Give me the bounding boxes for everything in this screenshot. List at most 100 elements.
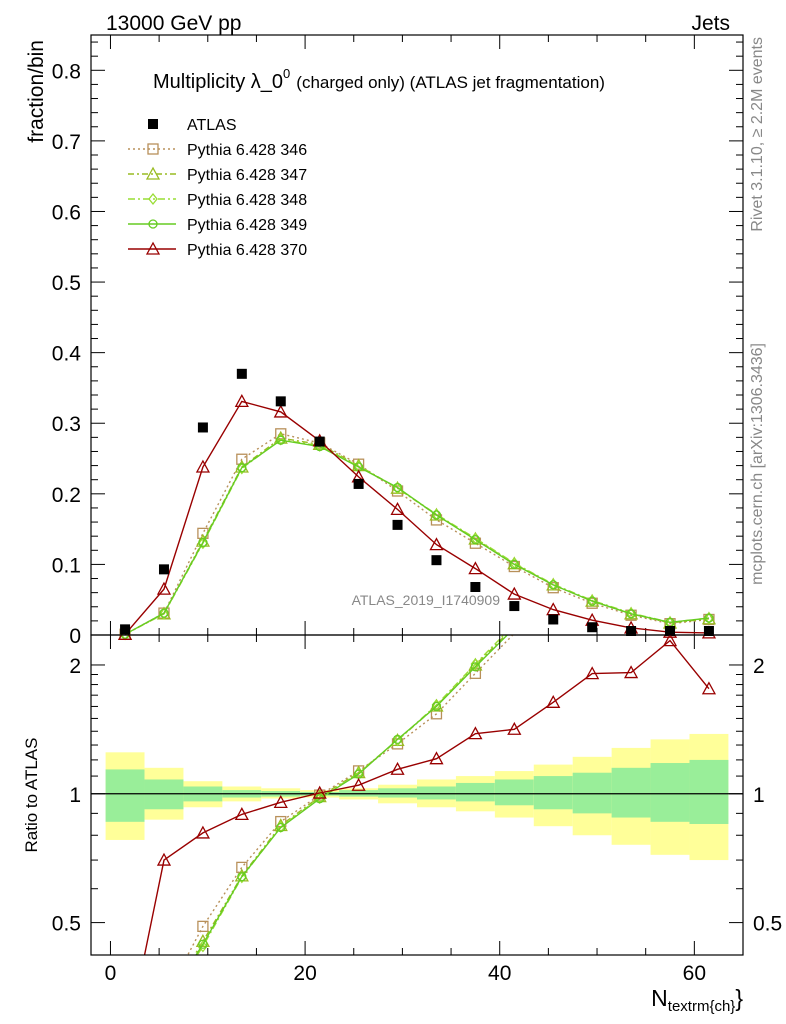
- series-point-4: [392, 482, 403, 493]
- data-point: [275, 396, 286, 407]
- ratio-band-inner: [455, 782, 495, 802]
- y-tick-label: 0.7: [52, 131, 81, 154]
- series-point-5: [390, 501, 405, 516]
- ratio-line-3: [196, 635, 505, 955]
- legend-label-4: Pythia 6.428 349: [187, 217, 307, 234]
- ratio-band-inner: [494, 779, 534, 806]
- y-tick-label: 0.8: [52, 60, 81, 83]
- data-point: [197, 422, 208, 433]
- ratio-point-5: [623, 665, 639, 679]
- data-point: [626, 626, 637, 636]
- series-point-4: [626, 609, 636, 619]
- series-point-4: [237, 463, 247, 473]
- ratio-point-5: [429, 751, 444, 765]
- data-point: [158, 564, 169, 575]
- ratio-point-4: [431, 701, 442, 712]
- series-point-5: [468, 561, 483, 575]
- y-tick-label: 0.5: [52, 272, 81, 295]
- y-tick-label: 0.4: [52, 343, 82, 366]
- ratio-point-5: [273, 794, 288, 808]
- legend-marker-2: [145, 166, 161, 180]
- ratio-panel-frame: [90, 634, 744, 956]
- y-tick-label: 0.6: [52, 201, 81, 224]
- main-axis-ticks: 0 0.1 0.2 0.3 0.4 0.5 0.6 0.7 0.8: [52, 35, 743, 648]
- legend-marker-5: [145, 241, 161, 255]
- data-point: [470, 582, 481, 592]
- legend-label-5: Pythia 6.428 370: [187, 242, 307, 259]
- y-tick-label: 0.2: [52, 484, 81, 507]
- series-point-4: [548, 580, 558, 590]
- x-axis-label-main: N: [651, 985, 668, 1011]
- legend-marker-data: [148, 119, 158, 129]
- series-line-1: [124, 433, 709, 635]
- data-point: [665, 626, 676, 636]
- series-point-4: [704, 613, 714, 623]
- ratio-point-5: [156, 852, 172, 866]
- ratio-point-4: [392, 734, 403, 745]
- ratio-band-inner: [689, 759, 729, 824]
- data-point: [509, 601, 520, 612]
- ratio-point-5: [546, 694, 561, 708]
- ratio-tick-label-right: 1: [753, 784, 765, 807]
- ratio-point-5: [234, 807, 249, 821]
- ratio-axis-ticks: 0.5 0.51 12 20 20 40 60: [52, 635, 782, 985]
- main-series-layer: [117, 368, 717, 641]
- data-point: [120, 624, 131, 635]
- legend-label-2: Pythia 6.428 347: [187, 167, 307, 184]
- legend-marker-1: [147, 143, 159, 155]
- ratio-point-3: [392, 734, 403, 747]
- ratio-tick-label-right: 2: [753, 655, 765, 678]
- chart-title-main: Multiplicity λ_0: [153, 71, 283, 93]
- data-point: [314, 436, 325, 447]
- ratio-band-inner: [650, 763, 690, 822]
- data-point: [236, 368, 247, 379]
- ratio-point-1: [430, 708, 443, 720]
- series-point-4: [276, 435, 286, 445]
- x-tick-label: 0: [105, 962, 117, 985]
- ratio-line-2: [193, 635, 507, 955]
- data-point: [587, 622, 598, 633]
- ratio-band-inner: [105, 769, 145, 822]
- ratio-point-4: [237, 872, 247, 882]
- series-point-5: [195, 459, 211, 473]
- ratio-y-axis-label: Ratio to ATLAS: [22, 738, 41, 853]
- header-right: Jets: [691, 12, 730, 35]
- x-axis-label-close: }: [735, 985, 743, 1011]
- ratio-point-3: [470, 658, 481, 671]
- y-tick-label: 0.3: [52, 413, 81, 436]
- ratio-point-5: [468, 726, 483, 740]
- series-point-3: [159, 607, 169, 620]
- chart-title: Multiplicity λ_00 (charged only) (ATLAS j…: [153, 66, 605, 93]
- x-tick-label: 60: [683, 962, 706, 985]
- header-left: 13000 GeV pp: [106, 12, 241, 35]
- ratio-band-inner: [611, 767, 651, 818]
- series-point-4: [198, 537, 208, 548]
- legend-marker-3: [148, 192, 158, 206]
- ratio-point-5: [312, 785, 327, 799]
- ratio-tick-label-right: 0.5: [753, 913, 782, 936]
- x-axis-label-sub: textrm{ch}: [668, 998, 736, 1015]
- ratio-band-inner: [417, 786, 456, 800]
- ratio-band-inner: [378, 788, 417, 798]
- ratio-band-inner: [533, 776, 573, 810]
- ratio-point-5: [351, 777, 366, 791]
- ratio-point-3: [237, 871, 247, 884]
- series-point-3: [704, 612, 714, 625]
- series-point-5: [156, 581, 172, 595]
- mcplots-info: mcplots.cern.ch [arXiv:1306.3436]: [749, 343, 766, 585]
- ratio-tick-label-left: 1: [69, 784, 81, 807]
- data-point: [431, 555, 442, 566]
- ratio-band-inner: [572, 772, 612, 814]
- series-point-4: [159, 608, 169, 618]
- series-point-5: [507, 586, 522, 600]
- ratio-point-5: [701, 681, 717, 695]
- ratio-band-layer: [91, 733, 743, 861]
- ratio-point-5: [662, 635, 678, 647]
- chart-title-sup: 0: [283, 66, 290, 81]
- ratio-point-1: [197, 920, 209, 933]
- series-point-4: [587, 596, 597, 606]
- series-point-4: [509, 559, 519, 570]
- series-line-5: [124, 400, 709, 635]
- data-point: [392, 519, 403, 530]
